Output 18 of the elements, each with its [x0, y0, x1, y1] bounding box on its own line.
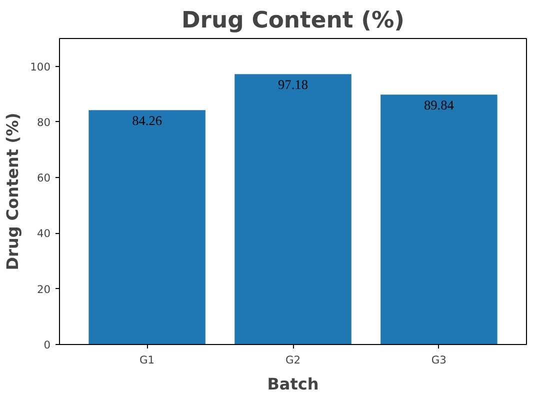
chart-title: Drug Content (%): [182, 8, 405, 34]
bar: [88, 110, 206, 344]
x-tick-label: G1: [140, 354, 155, 366]
data-label: 97.18: [278, 77, 308, 92]
y-tick-label: 0: [44, 338, 51, 352]
data-label: 89.84: [424, 98, 454, 113]
x-axis-title: Batch: [267, 374, 319, 394]
x-tick-label: G2: [285, 354, 301, 366]
y-tick-label: 40: [36, 227, 51, 240]
y-axis-title: Drug Content (%): [3, 112, 22, 270]
bar: [380, 94, 498, 344]
data-label: 84.26: [132, 113, 162, 128]
y-tick-label: 20: [36, 282, 51, 296]
bar: [234, 74, 352, 344]
x-tick-label: G3: [431, 354, 446, 366]
y-tick-label: 60: [36, 172, 51, 185]
y-tick-label: 100: [30, 60, 51, 74]
y-tick-label: 80: [36, 116, 51, 129]
